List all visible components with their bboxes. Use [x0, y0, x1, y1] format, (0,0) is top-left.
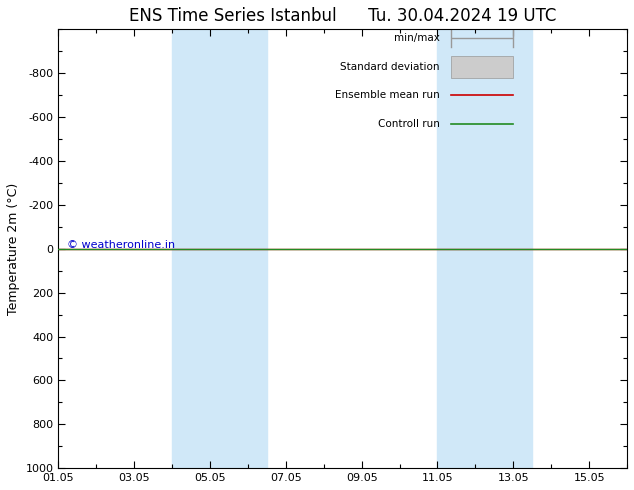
Bar	[437, 29, 533, 468]
Title: ENS Time Series Istanbul      Tu. 30.04.2024 19 UTC: ENS Time Series Istanbul Tu. 30.04.2024 …	[129, 7, 557, 25]
Text: © weatheronline.in: © weatheronline.in	[67, 240, 175, 250]
Text: Controll run: Controll run	[377, 119, 439, 129]
Y-axis label: Temperature 2m (°C): Temperature 2m (°C)	[7, 183, 20, 315]
Bar	[451, 55, 514, 77]
Text: Standard deviation: Standard deviation	[340, 62, 439, 72]
Text: min/max: min/max	[394, 33, 439, 43]
Bar	[172, 29, 267, 468]
Text: Ensemble mean run: Ensemble mean run	[335, 90, 439, 100]
